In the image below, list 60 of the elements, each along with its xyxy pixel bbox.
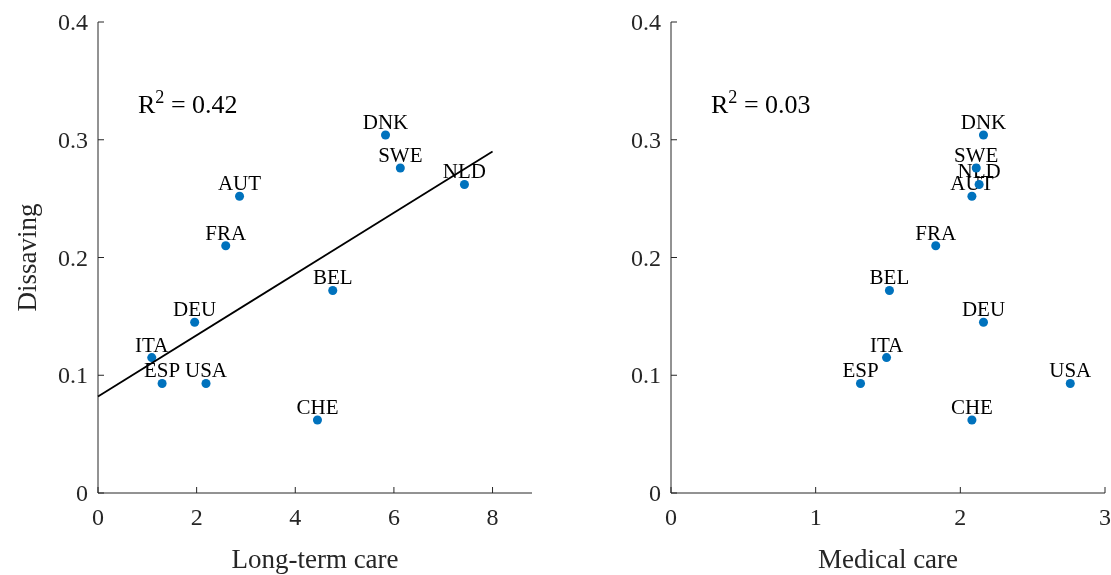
x-tick-label: 3 — [1099, 504, 1111, 530]
y-tick-label: 0.1 — [631, 362, 661, 389]
annotation: BEL — [869, 265, 910, 290]
annotation: ITA — [135, 332, 170, 357]
point — [395, 163, 405, 173]
x-tick-label: 8 — [486, 504, 499, 530]
point — [1065, 378, 1075, 388]
point — [147, 353, 157, 363]
y-tick-label: 0.3 — [58, 126, 88, 153]
annotation: ESP — [144, 358, 181, 383]
point — [967, 415, 977, 425]
y-tick-label: 0.1 — [58, 362, 88, 389]
x-tick-label: 6 — [387, 504, 400, 530]
y-tick-label: 0.2 — [631, 244, 661, 271]
x-tick-label: 2 — [190, 504, 203, 530]
annotation: R$^{2}$ = 0.03 — [711, 87, 811, 119]
annotation: CHE — [296, 394, 339, 419]
annotation: FRA — [915, 220, 957, 245]
annotation: DNK — [960, 110, 1007, 135]
point — [978, 317, 988, 327]
y-axis-title: Dissaving — [12, 203, 42, 312]
point — [157, 378, 167, 388]
point — [978, 130, 988, 140]
x-axis-title: Long-term care — [231, 544, 399, 574]
x-tick-label: 4 — [289, 504, 302, 530]
point — [856, 378, 866, 388]
point — [235, 191, 245, 201]
annotation: DEU — [961, 297, 1006, 322]
annotation: DEU — [173, 297, 217, 322]
annotation: AUT — [217, 171, 262, 196]
point — [931, 241, 941, 251]
annotation: USA — [185, 358, 228, 383]
annotation: CHE — [950, 394, 993, 419]
y-tick-label: 0 — [649, 480, 661, 506]
y-tick-label: 0.2 — [58, 244, 88, 271]
annotation: ESP — [842, 358, 879, 383]
point — [884, 285, 894, 295]
annotation: ITA — [869, 332, 905, 357]
point — [312, 415, 322, 425]
x-tick-label: 1 — [809, 504, 822, 530]
point — [882, 353, 892, 363]
y-tick-label: 0.3 — [631, 126, 661, 153]
annotation: SWE — [378, 143, 423, 168]
x-axis-title: Medical care — [817, 544, 959, 574]
point — [190, 317, 200, 327]
point — [221, 241, 231, 251]
point — [201, 378, 211, 388]
annotation: BEL — [312, 265, 353, 290]
y-tick-label: 0.4 — [631, 9, 661, 35]
y-tick-label: 0 — [76, 480, 88, 506]
point — [328, 285, 338, 295]
x-tick-label: 2 — [954, 504, 967, 530]
point — [381, 130, 391, 140]
annotation: USA — [1049, 358, 1093, 383]
y-tick-label: 0.4 — [58, 9, 88, 35]
annotation: FRA — [205, 220, 247, 245]
x-tick-label: 0 — [92, 504, 104, 530]
x-tick-label: 0 — [665, 504, 677, 530]
annotation: R$^{2}$ = 0.42 — [138, 87, 238, 119]
annotation: DNK — [362, 110, 409, 135]
